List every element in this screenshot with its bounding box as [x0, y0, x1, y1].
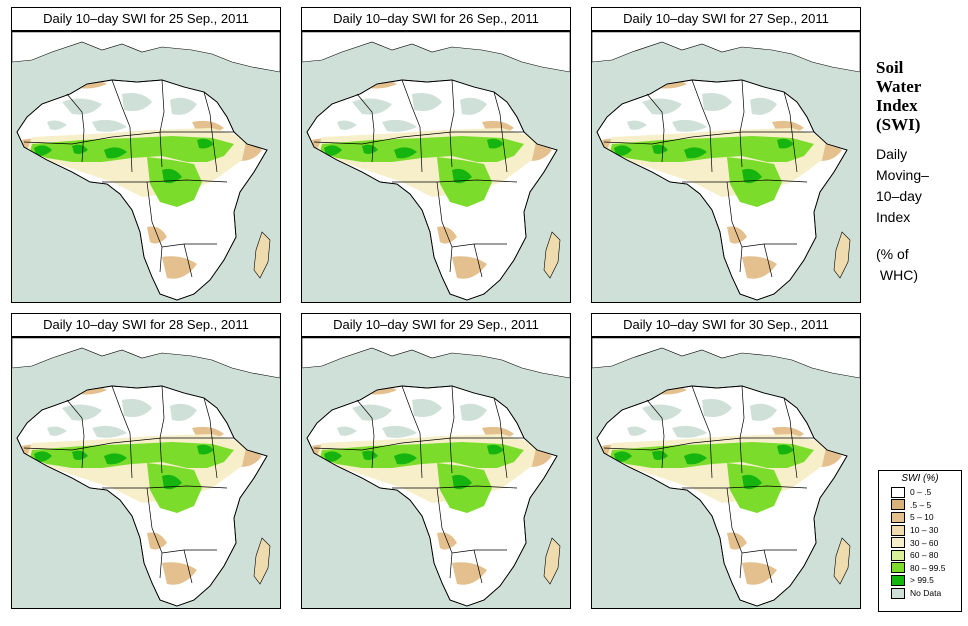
legend-rows: 0 – .5.5 – 5 5 – 10 10 – 30 30 – 60 60 – 80 8… — [879, 486, 961, 599]
swi-fill-layer — [602, 80, 842, 279]
legend-label: 10 – 30 — [910, 525, 939, 536]
swi-fill-layer — [312, 80, 552, 279]
map-graphic — [302, 338, 570, 607]
side-sub-line: Index — [876, 209, 911, 225]
legend-title: SWI (%) — [901, 473, 939, 484]
country-borders — [306, 385, 558, 607]
legend-label: No Data — [910, 588, 942, 599]
legend-item: 30 – 60 — [879, 536, 961, 549]
panel-title: Daily 10–day SWI for 28 Sep., 2011 — [11, 313, 281, 337]
side-title-line: (SWI) — [876, 115, 921, 134]
side-caption: Soil Water Index (SWI) Daily Moving– 10–… — [876, 58, 966, 286]
side-sub-line: 10–day — [876, 188, 922, 204]
legend-item: No Data — [879, 587, 961, 600]
legend-swatch — [891, 524, 905, 536]
africa-swi-map — [591, 31, 861, 303]
africa-swi-map — [11, 31, 281, 303]
map-panel-29-sep: Daily 10–day SWI for 29 Sep., 2011 — [301, 313, 571, 609]
map-panel-26-sep: Daily 10–day SWI for 26 Sep., 2011 — [301, 7, 571, 303]
legend-swatch — [891, 486, 905, 498]
panel-title: Daily 10–day SWI for 30 Sep., 2011 — [591, 313, 861, 337]
side-title-line: Soil — [876, 58, 904, 77]
legend-item: > 99.5 — [879, 574, 961, 587]
legend-swatch — [891, 537, 905, 549]
country-borders — [596, 79, 848, 301]
legend-label: 60 – 80 — [910, 550, 939, 561]
side-title-line: Water — [876, 77, 922, 96]
map-panel-30-sep: Daily 10–day SWI for 30 Sep., 2011 — [591, 313, 861, 609]
map-graphic — [592, 32, 860, 301]
side-unit-line: (% of — [876, 246, 909, 262]
africa-swi-map — [301, 337, 571, 609]
legend-swatch — [891, 574, 905, 586]
side-subtitle: Daily Moving– 10–day Index — [876, 144, 966, 228]
side-unit-line: WHC) — [876, 267, 918, 283]
country-borders — [596, 385, 848, 607]
legend-swatch — [891, 511, 905, 523]
legend-label: 5 – 10 — [910, 512, 934, 523]
legend-item: 5 – 10 — [879, 511, 961, 524]
legend-label: 0 – .5 — [910, 487, 932, 498]
legend-label: .5 – 5 — [910, 499, 932, 510]
legend-label: 80 – 99.5 — [910, 562, 946, 573]
africa-swi-map — [301, 31, 571, 303]
map-graphic — [302, 32, 570, 301]
legend-item: 10 – 30 — [879, 524, 961, 537]
legend-swatch — [891, 549, 905, 561]
country-borders — [306, 79, 558, 301]
map-graphic — [592, 338, 860, 607]
country-borders — [16, 385, 268, 607]
panel-title: Daily 10–day SWI for 29 Sep., 2011 — [301, 313, 571, 337]
legend-label: 30 – 60 — [910, 537, 939, 548]
legend-item: 60 – 80 — [879, 549, 961, 562]
swi-legend: SWI (%) 0 – .5.5 – 5 5 – 10 10 – 30 30 – 60… — [878, 470, 962, 612]
legend-swatch — [891, 499, 905, 511]
side-title: Soil Water Index (SWI) — [876, 58, 966, 134]
panel-title: Daily 10–day SWI for 27 Sep., 2011 — [591, 7, 861, 31]
map-panel-28-sep: Daily 10–day SWI for 28 Sep., 2011 — [11, 313, 281, 609]
panel-title: Daily 10–day SWI for 26 Sep., 2011 — [301, 7, 571, 31]
side-sub-line: Moving– — [876, 167, 929, 183]
side-unit: (% of WHC) — [876, 244, 966, 286]
map-panel-27-sep: Daily 10–day SWI for 27 Sep., 2011 — [591, 7, 861, 303]
legend-item: 0 – .5 — [879, 486, 961, 499]
legend-swatch — [891, 562, 905, 574]
side-title-line: Index — [876, 96, 918, 115]
panel-title: Daily 10–day SWI for 25 Sep., 2011 — [11, 7, 281, 31]
side-sub-line: Daily — [876, 146, 908, 162]
map-graphic — [12, 32, 280, 301]
legend-item: .5 – 5 — [879, 499, 961, 512]
legend-swatch — [891, 587, 905, 599]
africa-swi-map — [11, 337, 281, 609]
africa-swi-map — [591, 337, 861, 609]
map-graphic — [12, 338, 280, 607]
legend-item: 80 – 99.5 — [879, 562, 961, 575]
legend-label: > 99.5 — [910, 575, 934, 586]
map-panel-25-sep: Daily 10–day SWI for 25 Sep., 2011 — [11, 7, 281, 303]
country-borders — [16, 79, 268, 301]
swi-fill-layer — [602, 386, 842, 585]
